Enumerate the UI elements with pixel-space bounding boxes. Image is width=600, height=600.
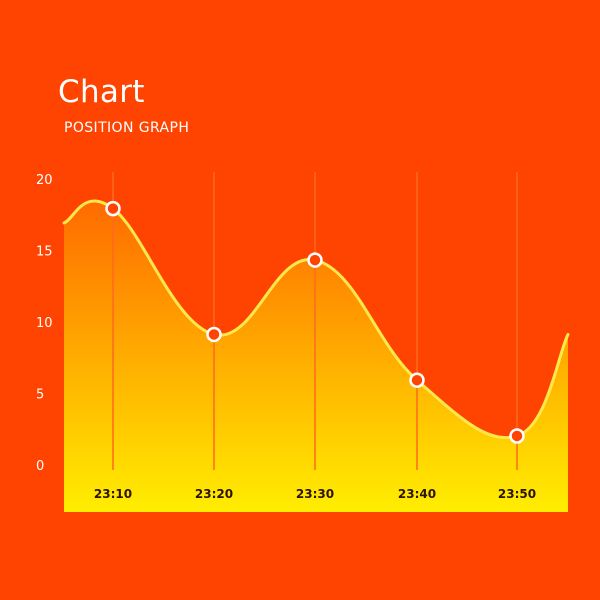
y-tick-label: 15: [36, 245, 53, 260]
y-tick-label: 10: [36, 316, 53, 331]
y-tick-label: 5: [36, 388, 44, 403]
data-point-2350[interactable]: [509, 428, 525, 444]
x-tick-label: 23:20: [195, 487, 233, 501]
y-axis-ticks: 0 5 10 15 20: [36, 173, 53, 474]
data-point-2310[interactable]: [105, 200, 121, 217]
data-point-2330[interactable]: [307, 252, 323, 268]
data-point-2320[interactable]: [206, 326, 222, 343]
x-tick-label: 23:40: [398, 487, 436, 501]
chart-title: Chart: [58, 74, 145, 110]
chart-subtitle: POSITION GRAPH: [64, 120, 190, 136]
y-tick-label: 0: [36, 459, 44, 474]
area-fill: [64, 201, 568, 512]
x-axis-ticks: 23:10 23:20 23:30 23:40 23:50: [94, 487, 536, 501]
x-tick-label: 23:10: [94, 487, 132, 501]
area-layer: [64, 201, 568, 512]
x-tick-label: 23:30: [296, 487, 334, 501]
x-tick-label: 23:50: [498, 487, 536, 501]
y-tick-label: 20: [36, 173, 53, 188]
guide-lines: [112, 172, 518, 470]
data-markers: [105, 200, 525, 444]
data-point-2340[interactable]: [409, 372, 425, 388]
